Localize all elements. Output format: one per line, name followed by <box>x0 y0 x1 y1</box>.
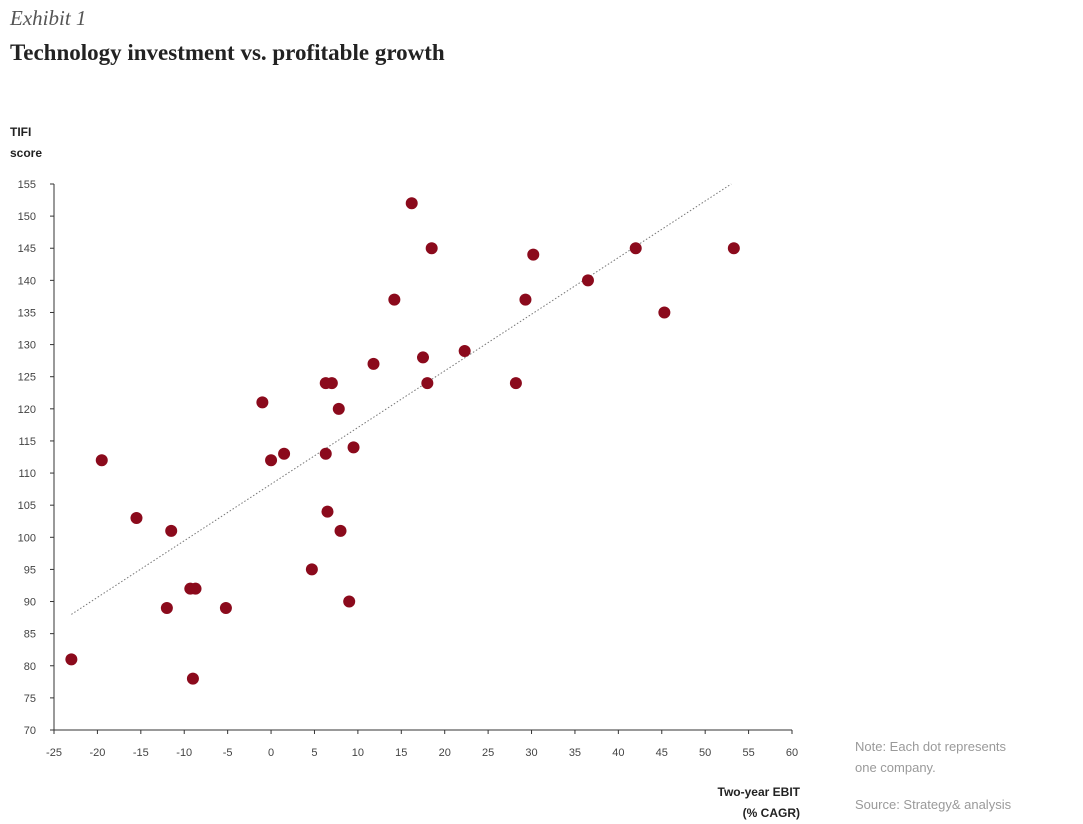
exhibit-label: Exhibit 1 <box>10 6 87 30</box>
x-axis-label-line2: (% CAGR) <box>742 806 800 820</box>
x-tick-label: 35 <box>569 747 581 759</box>
data-point <box>319 447 332 460</box>
y-tick-label: 85 <box>24 629 36 641</box>
x-tick-label: -20 <box>89 747 105 759</box>
axes: 7075808590951001051101151201251301351401… <box>18 179 798 759</box>
y-tick-label: 150 <box>18 211 36 223</box>
chart-title: Technology investment vs. profitable gro… <box>10 40 445 65</box>
y-tick-label: 90 <box>24 597 36 609</box>
y-tick-label: 80 <box>24 661 36 673</box>
x-axis-label-line1: Two-year EBIT <box>717 785 800 799</box>
data-point <box>321 505 334 518</box>
data-point <box>256 396 269 409</box>
y-axis-label-line2: score <box>10 146 43 160</box>
y-tick-label: 135 <box>18 307 36 319</box>
y-tick-label: 110 <box>18 468 36 480</box>
y-axis-label: TIFI score <box>10 122 42 164</box>
x-tick-label: 45 <box>656 747 668 759</box>
data-point <box>388 293 401 306</box>
x-tick-label: 0 <box>268 747 274 759</box>
y-tick-label: 75 <box>24 693 36 705</box>
data-point <box>421 377 434 390</box>
y-tick-label: 145 <box>18 243 36 255</box>
x-tick-label: 40 <box>612 747 624 759</box>
data-point <box>265 454 278 467</box>
x-tick-label: 55 <box>742 747 754 759</box>
data-point <box>65 653 78 666</box>
data-point <box>186 672 199 685</box>
data-point <box>325 377 338 390</box>
data-point <box>347 441 360 454</box>
chart-source: Source: Strategy& analysis <box>855 797 1012 812</box>
data-point <box>219 601 232 614</box>
data-point <box>509 377 522 390</box>
data-point <box>458 345 471 358</box>
x-tick-label: -10 <box>176 747 192 759</box>
data-point <box>519 293 532 306</box>
data-point <box>332 402 345 415</box>
data-point <box>165 524 178 537</box>
data-point <box>405 197 418 210</box>
x-tick-label: -25 <box>46 747 62 759</box>
x-axis-label: Two-year EBIT (% CAGR) <box>718 782 800 824</box>
data-point <box>334 524 347 537</box>
x-tick-label: 30 <box>525 747 537 759</box>
y-tick-label: 155 <box>18 179 36 191</box>
data-point <box>189 582 202 595</box>
y-axis-label-line1: TIFI <box>10 125 32 139</box>
data-point <box>425 242 438 255</box>
data-point <box>527 248 540 261</box>
x-tick-label: 50 <box>699 747 711 759</box>
note-line2: one company. <box>855 760 936 775</box>
data-point <box>305 563 318 576</box>
data-point <box>160 601 173 614</box>
y-tick-label: 115 <box>18 436 36 448</box>
data-point <box>629 242 642 255</box>
x-tick-label: 25 <box>482 747 494 759</box>
data-point <box>417 351 429 364</box>
note-line1: Note: Each dot represents <box>855 739 1007 754</box>
data-point <box>658 306 671 319</box>
x-tick-label: 15 <box>395 747 407 759</box>
y-tick-label: 95 <box>24 564 36 576</box>
data-point <box>95 454 108 467</box>
x-tick-label: -5 <box>223 747 233 759</box>
data-point <box>278 447 291 460</box>
x-tick-label: 60 <box>786 747 798 759</box>
data-point <box>130 512 143 525</box>
y-tick-label: 100 <box>18 532 36 544</box>
y-tick-label: 130 <box>18 340 36 352</box>
data-point <box>727 242 740 255</box>
y-tick-label: 140 <box>18 275 36 287</box>
x-tick-label: 20 <box>439 747 451 759</box>
y-tick-label: 125 <box>18 372 36 384</box>
x-tick-label: 5 <box>311 747 317 759</box>
data-point <box>581 274 594 287</box>
x-tick-label: 10 <box>352 747 364 759</box>
data-point <box>367 357 380 370</box>
chart-note: Note: Each dot represents one company. <box>855 736 1006 778</box>
y-tick-label: 120 <box>18 404 36 416</box>
y-tick-label: 70 <box>24 725 36 737</box>
y-tick-label: 105 <box>18 500 36 512</box>
x-tick-label: -15 <box>133 747 149 759</box>
data-point <box>343 595 356 608</box>
data-points <box>65 197 740 685</box>
